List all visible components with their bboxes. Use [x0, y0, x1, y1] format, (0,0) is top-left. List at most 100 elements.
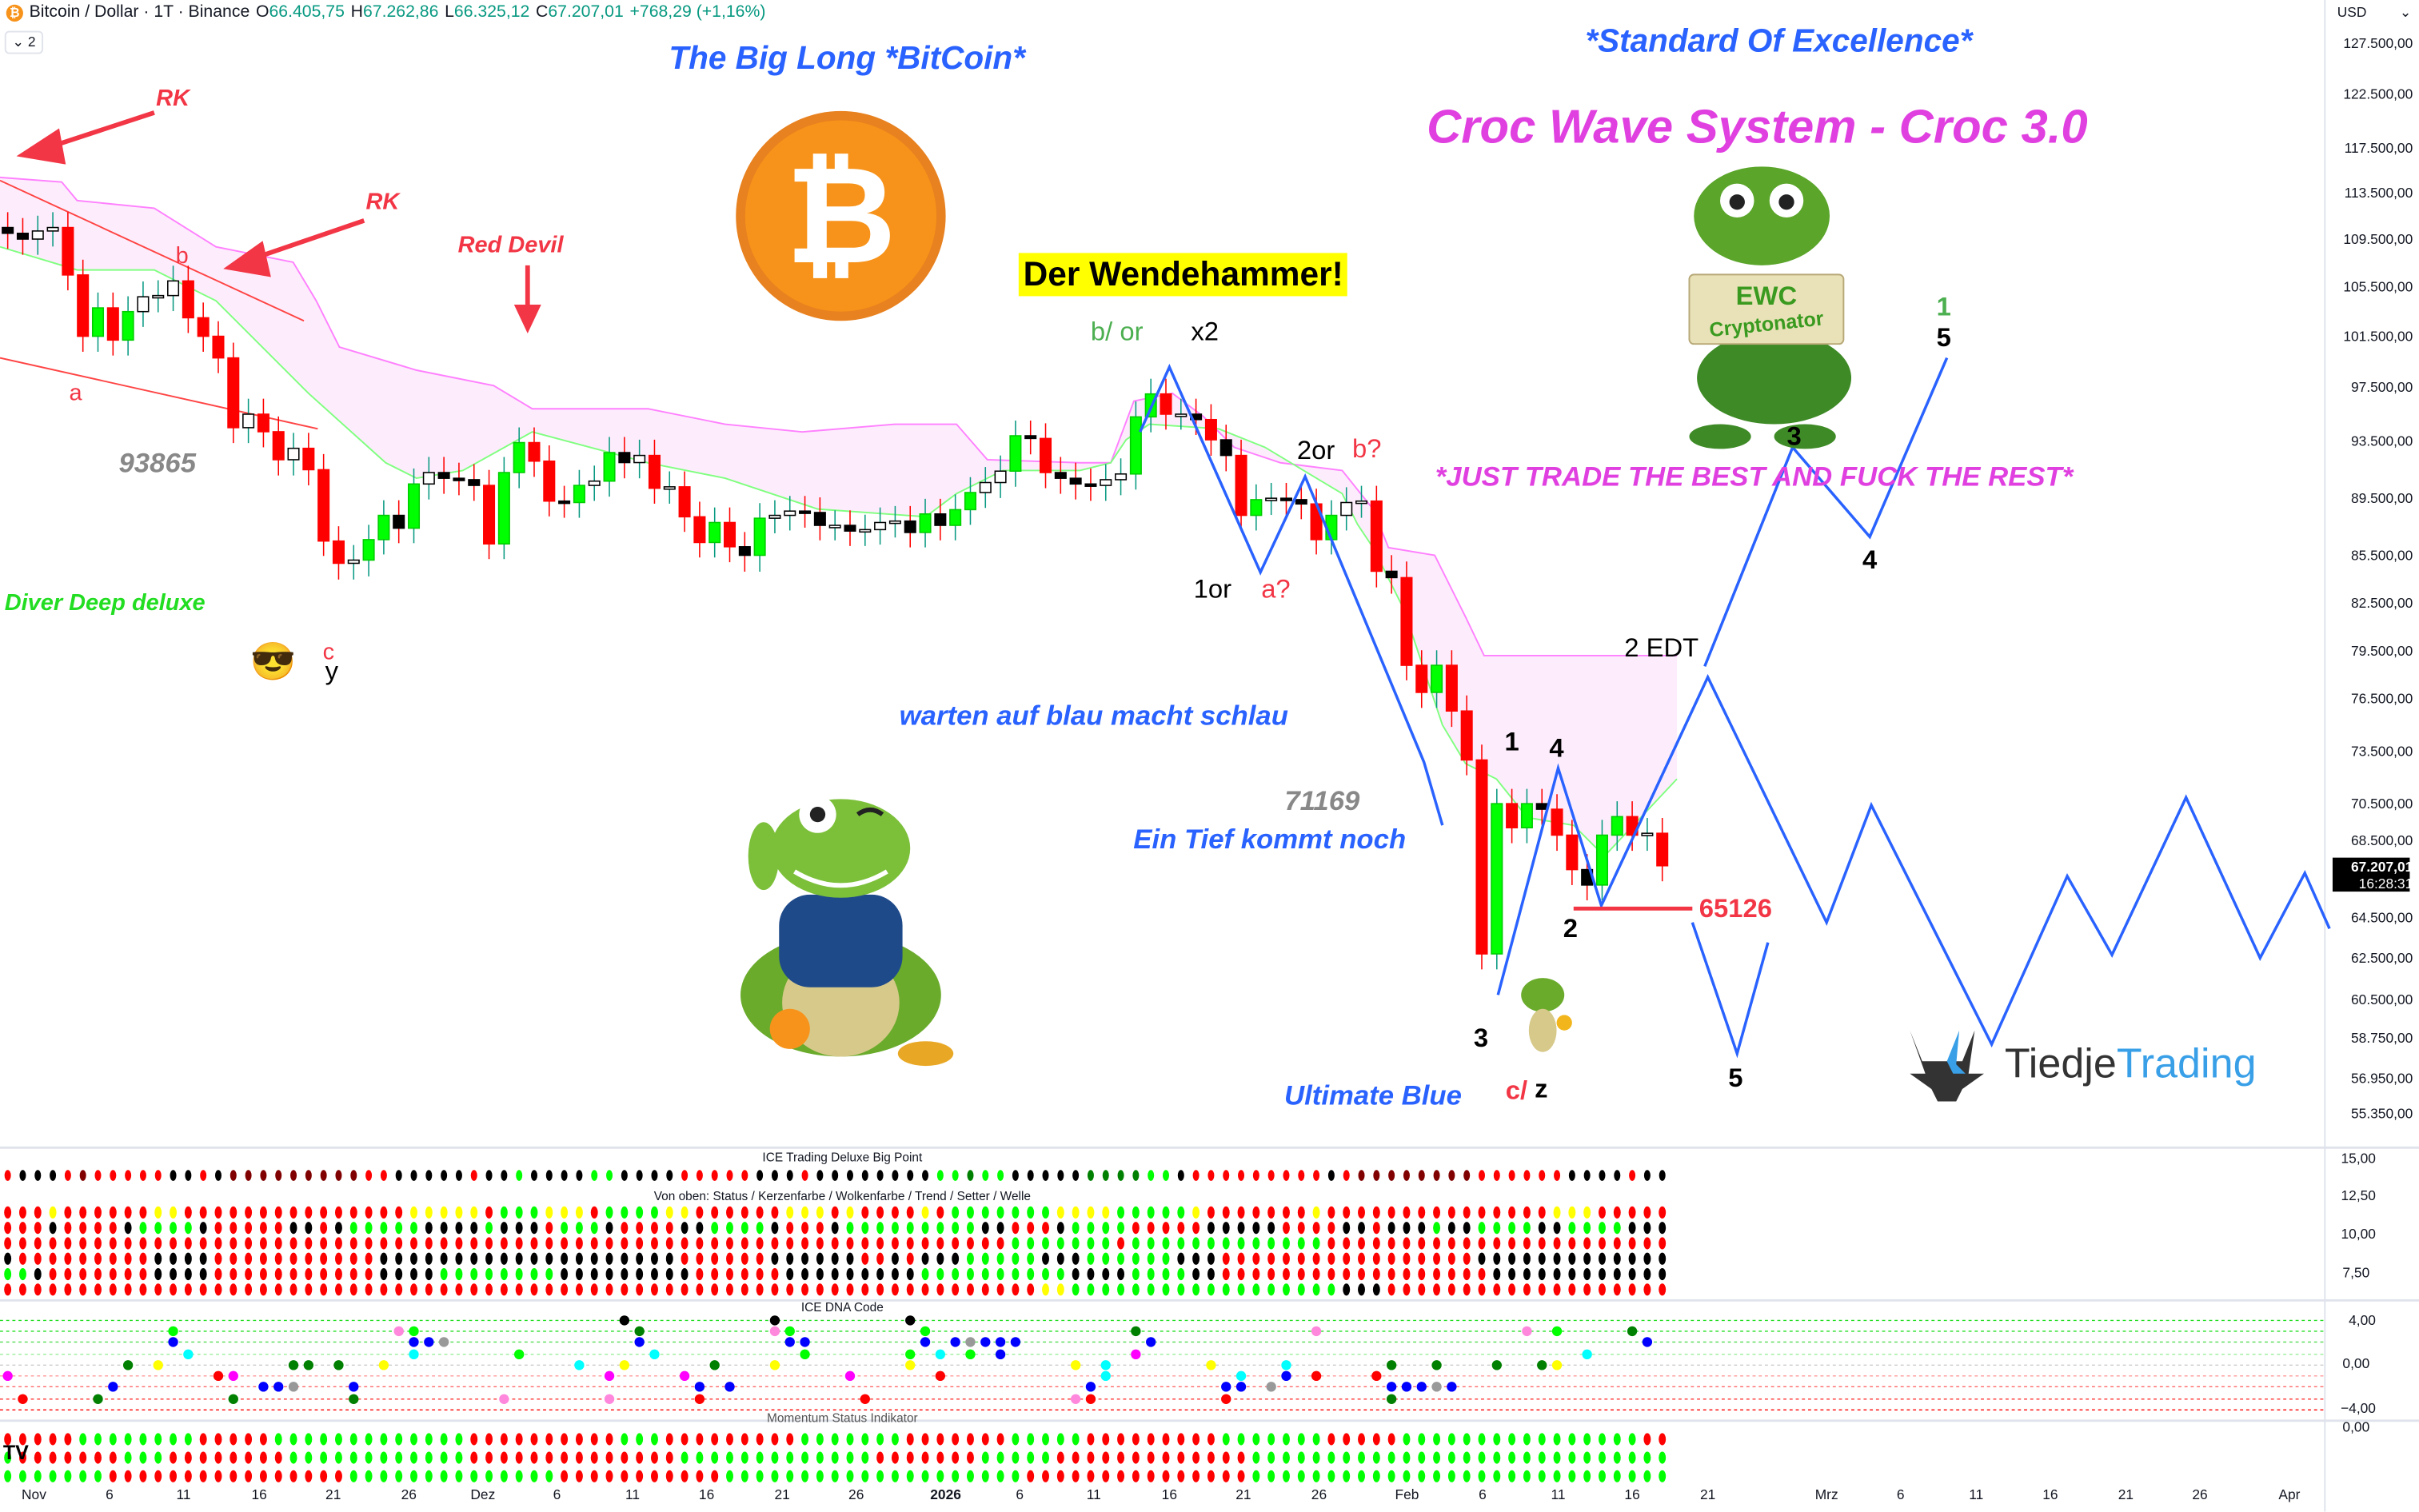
sunglasses-emoji-icon: 😎 [249, 641, 297, 684]
momentum-dot [545, 1451, 553, 1464]
big-point-dot [1554, 1170, 1561, 1181]
candle [272, 431, 285, 461]
candle [528, 441, 541, 462]
status-dot [1027, 1222, 1035, 1235]
candle [1385, 570, 1398, 579]
momentum-dot [966, 1451, 974, 1464]
big-point-dot [320, 1170, 327, 1181]
big-point-title: ICE Trading Deluxe Big Point [762, 1151, 923, 1165]
wave-label-b: b [175, 242, 189, 269]
dna-dot [273, 1382, 284, 1392]
momentum-dot [1027, 1433, 1035, 1446]
price-axis-tick: 113.500,00 [2344, 185, 2413, 201]
momentum-dot [1327, 1433, 1335, 1446]
momentum-dot [485, 1451, 493, 1464]
status-dot [289, 1252, 297, 1265]
dna-dot [1085, 1382, 1096, 1392]
status-dot [740, 1237, 748, 1250]
candle [197, 317, 210, 337]
big-point-dot [816, 1170, 824, 1181]
momentum-dot [500, 1470, 508, 1482]
status-dot [410, 1237, 417, 1250]
symbol-legend[interactable]: ₿ Bitcoin / Dollar · 1T · Binance O66.40… [6, 3, 766, 22]
status-dot [876, 1252, 884, 1265]
status-dot [1358, 1206, 1365, 1219]
status-dot [996, 1252, 1004, 1265]
momentum-dot [740, 1433, 748, 1446]
big-point-dot [1493, 1170, 1500, 1181]
status-dot [1493, 1267, 1501, 1281]
momentum-dot [4, 1451, 12, 1464]
status-dot [771, 1237, 779, 1250]
momentum-dot [561, 1451, 569, 1464]
status-dot [681, 1267, 689, 1281]
dna-dot [709, 1360, 720, 1370]
candle [1460, 710, 1473, 761]
momentum-dot [1207, 1433, 1215, 1446]
status-dot [530, 1222, 538, 1235]
candle [573, 485, 585, 504]
status-dot [1192, 1222, 1200, 1235]
status-dot [380, 1237, 388, 1250]
momentum-dot [1343, 1470, 1351, 1482]
status-dot [109, 1252, 117, 1265]
status-dot [259, 1206, 267, 1219]
dna-dot [1416, 1382, 1427, 1392]
momentum-dot [334, 1451, 342, 1464]
dna-dot [935, 1349, 946, 1360]
momentum-dot [1177, 1470, 1185, 1482]
dna-dot [2, 1370, 13, 1382]
status-dot [1387, 1283, 1395, 1296]
status-dot [455, 1237, 463, 1250]
symbol-title[interactable]: Bitcoin / Dollar · 1T · Binance [29, 2, 250, 22]
status-dot [906, 1222, 914, 1235]
momentum-dot [289, 1470, 297, 1482]
status-dot [230, 1206, 238, 1219]
status-dot [1613, 1283, 1621, 1296]
momentum-dot [305, 1433, 313, 1446]
momentum-dot [936, 1470, 944, 1482]
status-dot [485, 1267, 493, 1281]
status-dot [726, 1206, 733, 1219]
dna-dot [860, 1394, 870, 1404]
big-point-dot [681, 1170, 689, 1181]
dna-dot [1221, 1382, 1231, 1392]
time-axis-tick: 26 [2192, 1486, 2208, 1503]
big-point-dot [64, 1170, 71, 1181]
status-dot [380, 1222, 388, 1235]
status-dot [801, 1283, 809, 1296]
momentum-dot [621, 1451, 629, 1464]
status-dot [861, 1206, 869, 1219]
ohlc-low: L66.325,12 [445, 2, 530, 22]
indicators-collapse-button[interactable]: ⌄ 2 [4, 30, 44, 54]
time-axis-tick: 16 [1624, 1486, 1640, 1503]
status-dot [1162, 1283, 1170, 1296]
status-dot [1358, 1283, 1365, 1296]
status-dot [94, 1252, 102, 1265]
dna-dot [183, 1349, 194, 1360]
dna-dot [1100, 1360, 1111, 1370]
status-dot [1538, 1206, 1546, 1219]
status-dot [1508, 1283, 1516, 1296]
status-dot [334, 1206, 342, 1219]
status-dot [952, 1283, 960, 1296]
momentum-dot [831, 1470, 839, 1482]
candle [2, 226, 14, 234]
dna-dot [980, 1337, 991, 1347]
candle [904, 520, 916, 533]
wave-label-a-question: a? [1261, 574, 1291, 604]
momentum-dot [485, 1470, 493, 1482]
currency-select[interactable]: USD ⌄ [2337, 4, 2412, 21]
status-dot [1613, 1222, 1621, 1235]
status-dot [79, 1267, 87, 1281]
dna-dot [634, 1337, 645, 1347]
candle [407, 483, 421, 529]
momentum-dot [470, 1451, 478, 1464]
cloud-fill [0, 177, 1678, 856]
status-dot [561, 1283, 569, 1296]
momentum-title: Momentum Status Indikator [766, 1411, 918, 1426]
momentum-dot [349, 1451, 357, 1464]
tradingview-logo[interactable]: TV [2, 1440, 29, 1464]
